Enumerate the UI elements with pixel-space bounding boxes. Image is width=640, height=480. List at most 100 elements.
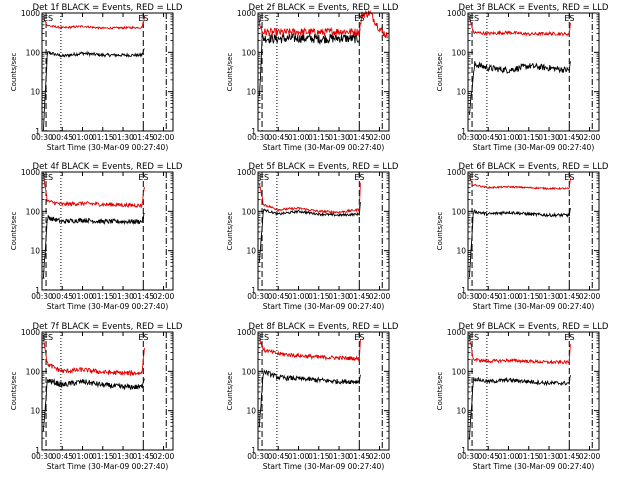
y-tick-label: 1 xyxy=(251,127,256,136)
x-tick-label: 01:30 xyxy=(328,133,350,142)
plot-frame xyxy=(41,331,174,451)
start-marker-label: ES xyxy=(43,173,53,182)
y-tick-label: 1000 xyxy=(21,328,40,337)
series-line-events xyxy=(258,28,361,97)
y-axis-label: Counts/sec xyxy=(10,53,18,92)
start-marker-label: ES xyxy=(43,333,53,342)
x-tick-label: 02:00 xyxy=(369,133,391,142)
series-line-events xyxy=(42,378,145,432)
y-tick-label: 1000 xyxy=(447,9,466,18)
y-tick-label: 1 xyxy=(461,286,466,295)
x-tick-label: 01:00 xyxy=(72,292,94,301)
x-tick-label: 01:15 xyxy=(92,292,114,301)
y-tick-label: 100 xyxy=(452,207,467,216)
end-marker-label: ES xyxy=(138,14,148,23)
y-tick-label: 100 xyxy=(26,48,41,57)
chart-title: Det 5f BLACK = Events, RED = LLD xyxy=(249,162,399,172)
series-line-lld xyxy=(259,337,361,362)
x-tick-label: 01:30 xyxy=(328,292,350,301)
y-tick-label: 1000 xyxy=(237,168,256,177)
plot-frame xyxy=(41,171,174,291)
y-tick-label: 10 xyxy=(246,407,256,416)
start-marker-label: ES xyxy=(469,333,479,342)
x-axis-label: Start Time (30-Mar-09 00:27:40) xyxy=(473,302,595,311)
y-axis-label: Counts/sec xyxy=(10,372,18,411)
x-tick-label: 01:45 xyxy=(132,133,154,142)
end-marker-label: ES xyxy=(138,333,148,342)
series-line-events xyxy=(258,369,361,428)
x-tick-label: 01:15 xyxy=(92,452,114,461)
start-marker-label: ES xyxy=(259,14,269,23)
x-tick-label: 00:30 xyxy=(457,452,479,461)
x-axis-label: Start Time (30-Mar-09 00:27:40) xyxy=(263,143,385,152)
y-tick-label: 10 xyxy=(246,247,256,256)
x-axis-label: Start Time (30-Mar-09 00:27:40) xyxy=(263,302,385,311)
y-tick-label: 1 xyxy=(35,446,40,455)
x-tick-label: 00:30 xyxy=(247,292,269,301)
series-line-events xyxy=(468,207,571,278)
start-marker-label: ES xyxy=(469,173,479,182)
x-tick-label: 01:45 xyxy=(558,292,580,301)
chart-panel-8: Det 8f BLACK = Events, RED = LLD 00:3000:… xyxy=(226,322,399,471)
y-axis-label: Counts/sec xyxy=(436,53,444,92)
x-tick-label: 01:45 xyxy=(558,133,580,142)
y-tick-label: 10 xyxy=(30,88,40,97)
x-tick-label: 01:15 xyxy=(308,292,330,301)
end-marker-label: ES xyxy=(564,173,574,182)
x-tick-label: 01:15 xyxy=(518,452,540,461)
x-tick-label: 01:45 xyxy=(348,133,370,142)
x-tick-label: 01:45 xyxy=(348,452,370,461)
chart-panel-7: Det 7f BLACK = Events, RED = LLD 00:3000:… xyxy=(10,322,183,471)
plot-frame xyxy=(257,171,390,291)
chart-panel-2: Det 2f BLACK = Events, RED = LLD 00:3000:… xyxy=(226,3,399,152)
plot-frame xyxy=(41,12,174,132)
y-tick-label: 1 xyxy=(251,286,256,295)
start-marker-label: ES xyxy=(469,14,479,23)
x-tick-label: 01:30 xyxy=(112,452,134,461)
y-tick-label: 1 xyxy=(461,127,466,136)
x-tick-label: 01:00 xyxy=(72,452,94,461)
x-axis-label: Start Time (30-Mar-09 00:27:40) xyxy=(47,143,169,152)
y-tick-label: 100 xyxy=(242,367,257,376)
end-marker-label: ES xyxy=(564,333,574,342)
y-tick-label: 10 xyxy=(456,88,466,97)
x-tick-label: 00:30 xyxy=(247,452,269,461)
y-tick-label: 100 xyxy=(452,48,467,57)
y-axis-label: Counts/sec xyxy=(226,212,234,251)
y-tick-label: 1000 xyxy=(21,9,40,18)
series-line-lld xyxy=(258,182,361,215)
y-tick-label: 1 xyxy=(35,286,40,295)
chart-panel-6: Det 6f BLACK = Events, RED = LLD 00:3000:… xyxy=(436,162,609,311)
series-line-lld xyxy=(468,335,571,365)
x-tick-label: 01:30 xyxy=(538,292,560,301)
chart-panel-4: Det 4f BLACK = Events, RED = LLD 00:3000:… xyxy=(10,162,183,311)
x-tick-label: 00:30 xyxy=(457,133,479,142)
series-line-events xyxy=(258,201,361,262)
x-tick-label: 01:45 xyxy=(348,292,370,301)
x-tick-label: 00:45 xyxy=(267,133,289,142)
x-tick-label: 01:00 xyxy=(498,133,520,142)
x-tick-label: 02:00 xyxy=(369,292,391,301)
x-axis-label: Start Time (30-Mar-09 00:27:40) xyxy=(47,462,169,471)
y-tick-label: 10 xyxy=(30,247,40,256)
y-tick-label: 1000 xyxy=(447,328,466,337)
y-axis-label: Counts/sec xyxy=(226,53,234,92)
x-tick-label: 00:45 xyxy=(51,452,73,461)
series-line-events xyxy=(42,48,145,131)
series-line-lld xyxy=(42,16,145,30)
plot-frame xyxy=(467,12,600,132)
end-marker-label: ES xyxy=(354,173,364,182)
x-tick-label: 02:00 xyxy=(153,292,175,301)
y-tick-label: 1000 xyxy=(447,168,466,177)
x-tick-label: 02:00 xyxy=(579,133,601,142)
chart-title: Det 7f BLACK = Events, RED = LLD xyxy=(33,322,183,332)
y-tick-label: 100 xyxy=(26,367,41,376)
x-tick-label: 01:00 xyxy=(288,133,310,142)
x-tick-label: 01:00 xyxy=(498,292,520,301)
x-tick-label: 02:00 xyxy=(579,292,601,301)
y-tick-label: 10 xyxy=(30,407,40,416)
end-marker-label: ES xyxy=(354,14,364,23)
x-tick-label: 01:45 xyxy=(132,292,154,301)
y-tick-label: 10 xyxy=(456,247,466,256)
x-tick-label: 00:45 xyxy=(477,133,499,142)
